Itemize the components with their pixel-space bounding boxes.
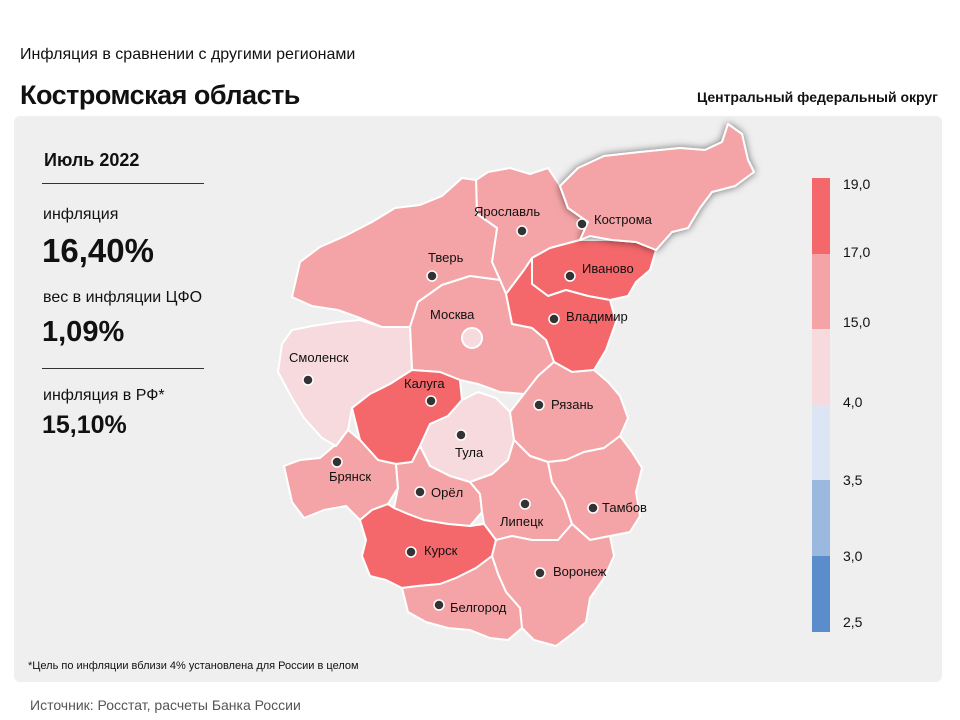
city-label: Ярославль xyxy=(474,204,540,219)
city-marker xyxy=(564,270,576,282)
city-marker xyxy=(426,270,438,282)
city-marker xyxy=(331,456,343,468)
footnote: *Цель по инфляции вблизи 4% установлена … xyxy=(28,660,359,672)
region-0 xyxy=(559,123,755,251)
city-label-moscow: Москва xyxy=(430,307,475,322)
legend-swatch xyxy=(812,555,830,632)
rf-inflation-label: инфляция в РФ* xyxy=(43,387,165,404)
city-label: Иваново xyxy=(582,261,634,276)
moscow-city-marker xyxy=(461,327,483,349)
city-label: Калуга xyxy=(404,376,445,391)
weight-value: 1,09% xyxy=(42,316,125,348)
legend-swatch xyxy=(812,329,830,405)
inflation-value: 16,40% xyxy=(42,232,154,269)
city-label: Смоленск xyxy=(289,350,349,365)
divider xyxy=(42,183,204,184)
city-label: Белгород xyxy=(450,600,507,615)
region-13 xyxy=(547,435,643,541)
legend-swatch xyxy=(812,480,830,556)
legend-swatch xyxy=(812,404,830,481)
city-label: Тверь xyxy=(428,250,464,265)
weight-label: вес в инфляции ЦФО xyxy=(43,289,203,306)
city-marker xyxy=(576,218,588,230)
city-marker xyxy=(302,374,314,386)
city-marker xyxy=(533,399,545,411)
region-16 xyxy=(401,555,523,641)
legend-tick-label: 17,0 xyxy=(843,244,871,260)
city-marker xyxy=(519,498,531,510)
city-marker xyxy=(587,502,599,514)
city-label: Тула xyxy=(455,445,484,460)
district-label: Центральный федеральный округ xyxy=(696,89,938,105)
legend-swatch xyxy=(812,253,830,330)
city-label: Тамбов xyxy=(602,500,647,515)
city-label: Рязань xyxy=(551,397,594,412)
city-marker xyxy=(534,567,546,579)
legend-tick-label: 4,0 xyxy=(843,394,863,410)
period-label: Июль 2022 xyxy=(44,150,140,170)
divider xyxy=(42,368,204,369)
city-label: Орёл xyxy=(431,485,463,500)
city-marker xyxy=(548,313,560,325)
legend-swatch xyxy=(812,178,830,254)
rf-inflation-value: 15,10% xyxy=(42,411,127,439)
legend-tick-label: 2,5 xyxy=(843,614,863,630)
city-marker xyxy=(516,225,528,237)
inflation-label: инфляция xyxy=(43,206,119,223)
city-label: Воронеж xyxy=(553,564,607,579)
city-marker xyxy=(425,395,437,407)
city-label: Кострома xyxy=(594,212,653,227)
city-marker xyxy=(433,599,445,611)
city-label: Липецк xyxy=(500,514,544,529)
source-note: Источник: Росстат, расчеты Банка России xyxy=(30,697,301,713)
legend-tick-label: 3,5 xyxy=(843,472,863,488)
city-marker xyxy=(414,486,426,498)
city-marker xyxy=(455,429,467,441)
city-label: Владимир xyxy=(566,309,628,324)
page-title: Костромская область xyxy=(20,80,300,110)
city-label: Брянск xyxy=(329,469,371,484)
legend-tick-label: 15,0 xyxy=(843,314,871,330)
city-label: Курск xyxy=(424,543,458,558)
page-subtitle: Инфляция в сравнении с другими регионами xyxy=(20,46,356,63)
legend-tick-label: 3,0 xyxy=(843,548,863,564)
city-marker xyxy=(405,546,417,558)
legend-tick-label: 19,0 xyxy=(843,176,871,192)
